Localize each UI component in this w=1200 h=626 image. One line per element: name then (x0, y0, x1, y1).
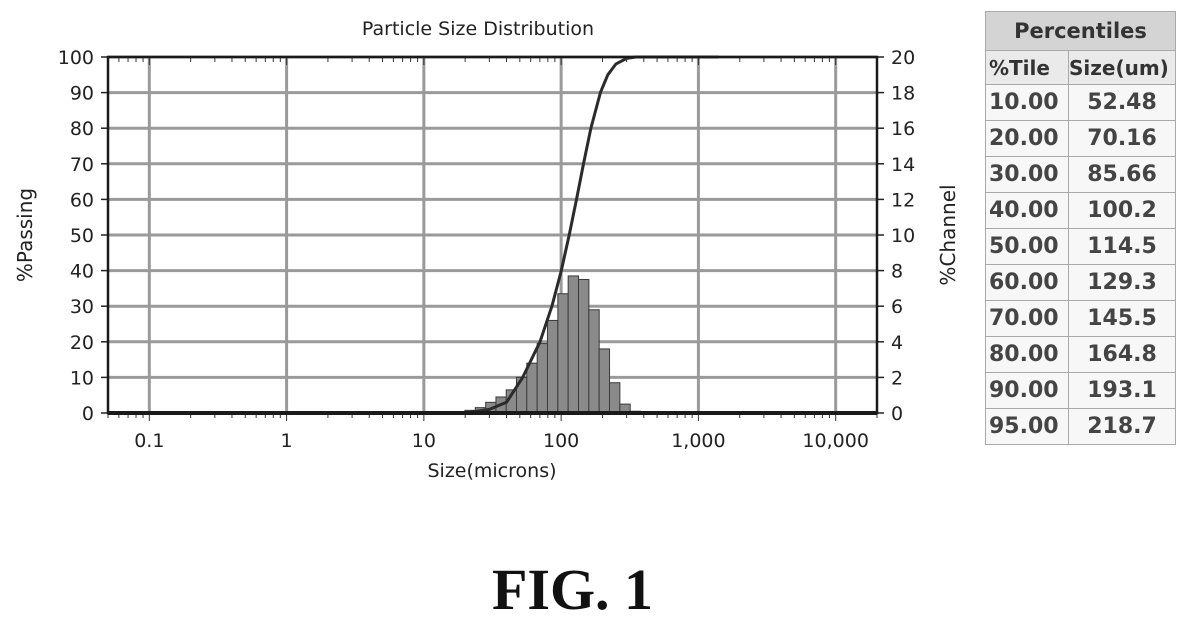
y-right-tick-label: 16 (891, 118, 915, 140)
table-row: 95.00 218.7 (985, 408, 1176, 445)
tile-cell: 10.00 (985, 84, 1069, 121)
table-row: 70.00 145.5 (985, 300, 1176, 337)
y-left-tick-label: 100 (58, 47, 94, 69)
size-cell: 164.8 (1068, 336, 1176, 373)
percentiles-title: Percentiles (985, 11, 1176, 51)
y-left-tick-label: 10 (70, 367, 94, 389)
table-row: 30.00 85.66 (985, 156, 1176, 193)
histogram-bar (567, 275, 580, 414)
size-cell: 85.66 (1068, 156, 1176, 193)
y-right-tick-label: 6 (891, 296, 903, 318)
size-cell: 218.7 (1068, 408, 1176, 445)
table-row: 20.00 70.16 (985, 120, 1176, 157)
x-tick-label: 10,000 (802, 430, 868, 452)
tile-cell: 80.00 (985, 336, 1069, 373)
y-left-tick-label: 70 (70, 154, 94, 176)
tile-cell: 40.00 (985, 192, 1069, 229)
figure-label: FIG. 1 (491, 557, 654, 622)
table-row: 50.00 114.5 (985, 228, 1176, 265)
y-left-tick-label: 30 (70, 296, 94, 318)
y-right-tick-label: 4 (891, 332, 903, 354)
histogram-bar (557, 293, 569, 414)
x-tick-label: 100 (543, 430, 579, 452)
x-tick-label: 0.1 (134, 430, 164, 452)
chart-title: Particle Size Distribution (362, 18, 594, 40)
y-right-tick-label: 10 (891, 225, 915, 247)
size-cell: 100.2 (1068, 192, 1176, 229)
percentiles-table: Percentiles %Tile Size(um) 10.00 52.48 20… (985, 11, 1176, 445)
channel-histogram (464, 275, 642, 414)
chart-gridlines (108, 55, 877, 415)
y-left-tick-label: 20 (70, 332, 94, 354)
histogram-bar (536, 343, 549, 414)
y-left-tick-label: 50 (70, 225, 94, 247)
histogram-bar (526, 362, 538, 414)
y-left-tick-label: 40 (70, 261, 94, 283)
particle-size-chart: Particle Size Distribution %Passing %Cha… (13, 18, 960, 482)
y-axis-label-channel: %Channel (936, 184, 960, 285)
histogram-bar (546, 319, 559, 414)
tile-cell: 20.00 (985, 120, 1069, 157)
x-tick-label: 10 (412, 430, 436, 452)
tile-cell: 90.00 (985, 372, 1069, 409)
table-row: 60.00 129.3 (985, 264, 1176, 301)
y-right-tick-label: 14 (891, 154, 915, 176)
size-cell: 114.5 (1068, 228, 1176, 265)
y-right-tick-label: 0 (891, 403, 903, 425)
y-right-tick-label: 12 (891, 189, 915, 211)
tile-cell: 60.00 (985, 264, 1069, 301)
y-left-tick-label: 80 (70, 118, 94, 140)
tile-cell: 50.00 (985, 228, 1069, 265)
tile-cell: 70.00 (985, 300, 1069, 337)
table-row: 40.00 100.2 (985, 192, 1176, 229)
y-right-tick-label: 8 (891, 261, 903, 283)
size-cell: 52.48 (1068, 84, 1176, 121)
size-cell: 70.16 (1068, 120, 1176, 157)
y-left-tick-label: 90 (70, 83, 94, 105)
size-cell: 145.5 (1068, 300, 1176, 337)
chart-axes: 0 10 20 30 40 50 60 70 80 90 100 0 2 4 6 8 10 12 14 16 18 20 0… (58, 47, 915, 452)
table-row: 90.00 193.1 (985, 372, 1176, 409)
histogram-bar (577, 279, 590, 414)
histogram-bar (608, 382, 621, 414)
x-tick-label: 1,000 (671, 430, 725, 452)
size-cell: 129.3 (1068, 264, 1176, 301)
table-row: 10.00 52.48 (985, 84, 1176, 121)
histogram-bar (598, 348, 611, 414)
column-header-size: Size(um) (1068, 50, 1176, 85)
histogram-bar (588, 309, 600, 414)
tile-cell: 95.00 (985, 408, 1069, 445)
y-axis-label-passing: %Passing (13, 188, 37, 282)
plot-frame (106, 55, 879, 415)
tile-cell: 30.00 (985, 156, 1069, 193)
y-left-tick-label: 0 (82, 403, 94, 425)
y-left-tick-label: 60 (70, 189, 94, 211)
table-row: 80.00 164.8 (985, 336, 1176, 373)
y-right-tick-label: 18 (891, 83, 915, 105)
size-cell: 193.1 (1068, 372, 1176, 409)
x-axis-label: Size(microns) (427, 460, 556, 482)
y-right-tick-label: 2 (891, 367, 903, 389)
x-tick-label: 1 (281, 430, 293, 452)
column-header-tile: %Tile (985, 50, 1069, 85)
y-right-tick-label: 20 (891, 47, 915, 69)
